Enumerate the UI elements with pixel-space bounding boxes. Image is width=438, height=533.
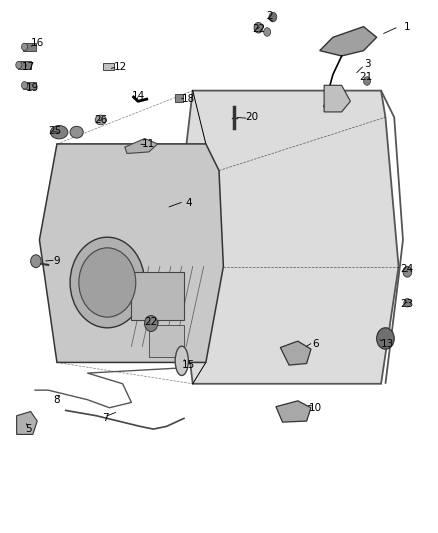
- Text: 22: 22: [252, 25, 265, 34]
- Text: 7: 7: [102, 414, 109, 423]
- Circle shape: [31, 255, 41, 268]
- Text: 6: 6: [312, 339, 319, 349]
- Circle shape: [264, 28, 271, 36]
- Circle shape: [269, 12, 277, 22]
- Text: 2: 2: [266, 11, 273, 21]
- Text: 18: 18: [182, 94, 195, 103]
- Text: 19: 19: [26, 83, 39, 93]
- Ellipse shape: [50, 126, 68, 139]
- Text: 25: 25: [48, 126, 61, 135]
- Circle shape: [403, 266, 412, 277]
- Circle shape: [21, 82, 28, 89]
- Text: 23: 23: [401, 299, 414, 309]
- Text: 20: 20: [245, 112, 258, 122]
- Ellipse shape: [70, 126, 83, 138]
- Bar: [23, 43, 36, 51]
- Bar: [18, 61, 31, 69]
- Polygon shape: [280, 341, 311, 365]
- Bar: [131, 272, 184, 320]
- Text: 3: 3: [364, 59, 371, 69]
- Circle shape: [145, 316, 158, 332]
- Text: 13: 13: [381, 339, 394, 349]
- Text: 8: 8: [53, 395, 60, 405]
- Polygon shape: [276, 401, 311, 422]
- Text: 22: 22: [145, 318, 158, 327]
- Text: 5: 5: [25, 424, 32, 434]
- Circle shape: [377, 328, 394, 349]
- Text: 1: 1: [404, 22, 411, 31]
- Bar: [149, 325, 184, 357]
- Text: 15: 15: [182, 360, 195, 370]
- Polygon shape: [324, 85, 350, 112]
- Text: 12: 12: [114, 62, 127, 71]
- Text: 26: 26: [94, 115, 107, 125]
- Polygon shape: [320, 27, 377, 56]
- Text: 17: 17: [22, 62, 35, 71]
- Ellipse shape: [175, 346, 188, 376]
- Text: 9: 9: [53, 256, 60, 266]
- Circle shape: [16, 61, 22, 69]
- Polygon shape: [125, 139, 158, 154]
- Polygon shape: [39, 144, 223, 362]
- Circle shape: [254, 22, 263, 33]
- Circle shape: [70, 237, 145, 328]
- Bar: [175, 94, 183, 102]
- Circle shape: [79, 248, 136, 317]
- Circle shape: [21, 43, 28, 51]
- Text: 14: 14: [131, 91, 145, 101]
- Bar: [23, 82, 36, 89]
- Bar: [103, 63, 114, 70]
- Text: 10: 10: [309, 403, 322, 413]
- Text: 11: 11: [142, 139, 155, 149]
- Circle shape: [364, 77, 371, 85]
- Text: 21: 21: [359, 72, 372, 82]
- Text: 24: 24: [401, 264, 414, 274]
- Text: 16: 16: [31, 38, 44, 47]
- Text: 4: 4: [185, 198, 192, 207]
- Polygon shape: [17, 411, 37, 434]
- Polygon shape: [175, 91, 399, 384]
- Circle shape: [404, 298, 411, 307]
- Ellipse shape: [95, 115, 106, 125]
